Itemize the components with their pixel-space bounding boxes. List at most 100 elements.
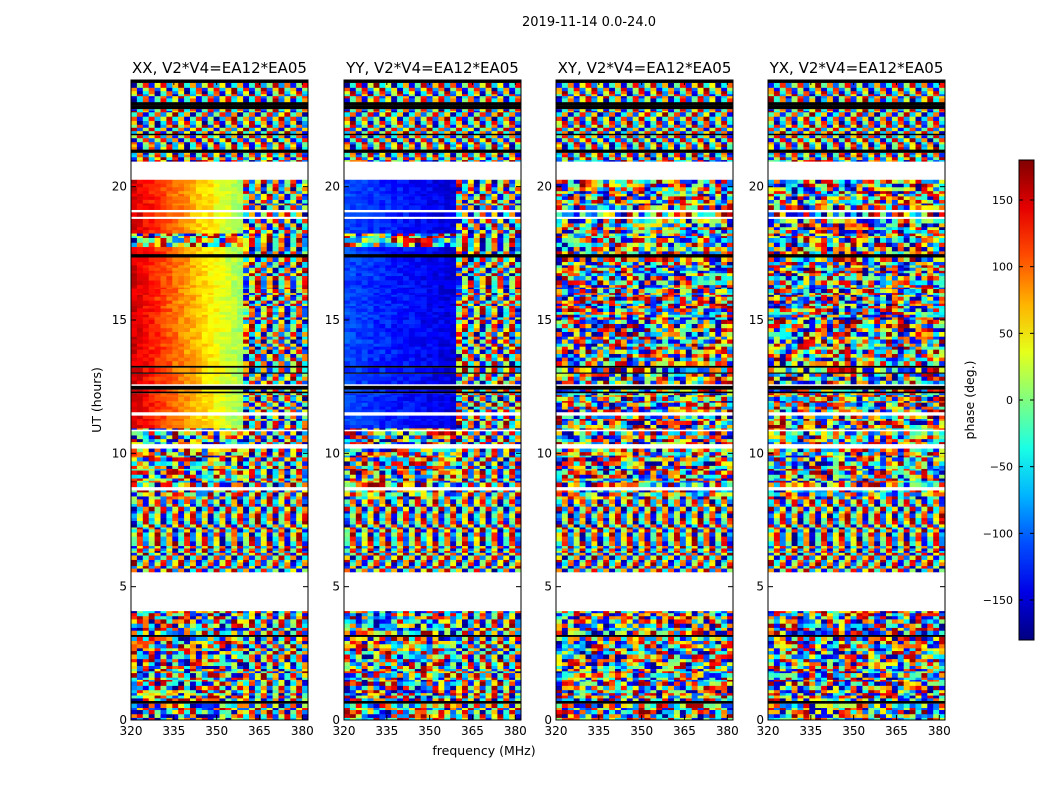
cell — [148, 130, 155, 134]
cell — [131, 154, 138, 158]
cell — [296, 294, 303, 297]
cell — [219, 400, 226, 403]
cell — [178, 116, 185, 121]
cell — [225, 323, 232, 329]
cell — [172, 124, 179, 128]
cell — [160, 555, 167, 560]
cell — [237, 394, 244, 397]
cell — [272, 648, 279, 652]
cell — [136, 435, 144, 440]
cell — [290, 499, 297, 505]
cell — [266, 300, 273, 304]
cell — [249, 406, 256, 410]
cell — [166, 308, 173, 313]
cell — [195, 555, 203, 560]
cell — [302, 120, 309, 125]
cell — [195, 233, 203, 237]
cell — [302, 223, 309, 228]
cell — [219, 287, 226, 290]
cell — [284, 478, 291, 481]
cell — [184, 152, 191, 155]
cell — [172, 510, 179, 514]
cell — [296, 671, 303, 674]
cell — [272, 455, 279, 458]
cell — [166, 648, 173, 652]
cell — [131, 654, 138, 660]
cell — [166, 457, 173, 462]
cell — [219, 317, 226, 320]
cell — [249, 480, 256, 483]
cell — [243, 524, 250, 528]
cell — [154, 402, 161, 407]
cell — [302, 671, 309, 674]
cell — [148, 461, 155, 466]
cell — [296, 665, 303, 669]
cell — [296, 643, 303, 649]
cell — [249, 671, 256, 674]
cell — [284, 492, 291, 497]
cell — [302, 555, 309, 560]
cell — [290, 671, 297, 674]
cell — [272, 709, 279, 715]
cell — [207, 124, 214, 128]
cell — [231, 261, 238, 266]
cell — [136, 406, 144, 410]
cell — [290, 438, 297, 443]
cell — [131, 468, 138, 471]
cell — [219, 685, 226, 691]
cell — [302, 568, 309, 573]
cell — [231, 658, 238, 663]
cell — [302, 267, 309, 271]
cell — [213, 130, 220, 134]
cell — [142, 470, 149, 475]
cell — [154, 490, 161, 493]
cell — [266, 242, 273, 248]
cell — [237, 431, 244, 436]
cell — [136, 265, 144, 268]
cell — [184, 396, 191, 402]
cell — [225, 317, 232, 320]
cell — [243, 127, 250, 132]
cell — [219, 490, 226, 493]
cell — [148, 424, 155, 429]
cell — [207, 190, 214, 194]
cell — [184, 111, 191, 117]
cell — [296, 548, 303, 552]
cell — [231, 677, 238, 680]
cell — [284, 159, 291, 162]
cell — [225, 527, 232, 530]
cell — [243, 226, 250, 231]
cell — [284, 457, 291, 462]
cell — [290, 685, 297, 691]
cell — [154, 406, 161, 410]
cell — [190, 703, 197, 709]
cell — [225, 524, 232, 528]
cell — [260, 451, 267, 456]
cell — [296, 120, 303, 125]
cell — [219, 441, 226, 445]
cell — [184, 305, 191, 309]
cell — [136, 389, 144, 392]
cell — [213, 692, 220, 696]
cell — [154, 661, 161, 666]
cell — [249, 457, 256, 462]
cell — [296, 415, 303, 419]
cell — [160, 438, 167, 443]
cell — [272, 672, 279, 678]
cell — [272, 336, 279, 340]
cell — [296, 292, 303, 295]
cell — [184, 668, 191, 672]
cell — [184, 229, 191, 234]
cell — [243, 257, 250, 263]
cell — [266, 418, 273, 421]
cell — [237, 524, 244, 528]
cell — [178, 186, 185, 192]
cell — [201, 130, 208, 134]
cell — [219, 111, 226, 117]
cell — [148, 679, 155, 682]
cell — [190, 120, 197, 125]
cell — [225, 658, 232, 663]
cell — [278, 190, 285, 194]
cell — [231, 499, 238, 505]
cell — [190, 640, 197, 645]
